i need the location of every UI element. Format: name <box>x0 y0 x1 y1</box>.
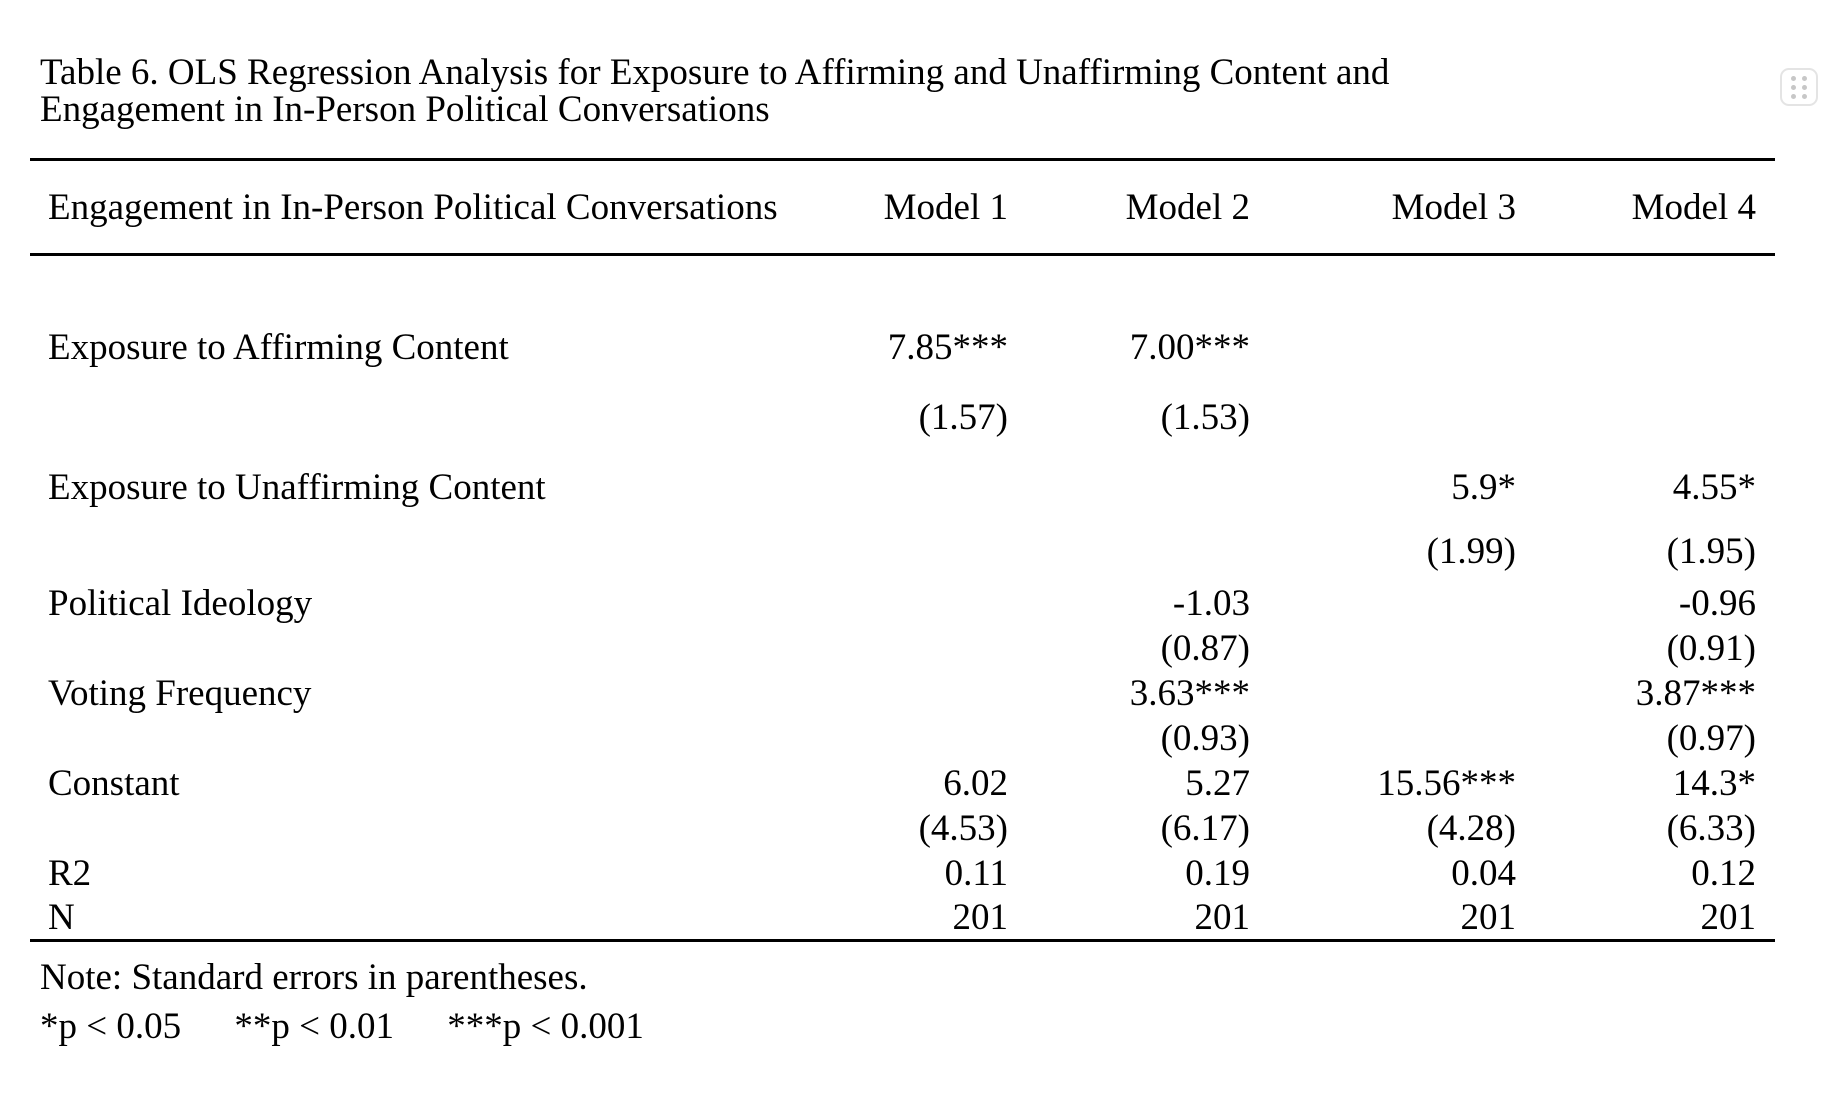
model-1-value <box>760 716 1008 761</box>
model-2-value: -1.03 <box>1172 582 1250 624</box>
sig-p-05: *p < 0.05 <box>40 1005 182 1047</box>
model-2-value: (0.87) <box>1160 627 1250 669</box>
table-body: Exposure to Affirming Content 7.85*** 7.… <box>30 255 1775 941</box>
model-2-value: 5.27 <box>1185 762 1250 804</box>
row-label <box>30 523 760 581</box>
model-3-value: 201 <box>1460 896 1517 938</box>
model-4-value: 3.87*** <box>1635 672 1756 714</box>
row-label: Exposure to Unaffirming Content <box>48 467 546 508</box>
table-row: N 201 201 201 201 <box>30 896 1775 941</box>
model-3-value <box>1250 716 1516 761</box>
model-4-value: 4.55* <box>1672 467 1756 508</box>
model-4-value: 14.3* <box>1672 762 1756 804</box>
model-4-value: -0.96 <box>1678 582 1756 624</box>
model-4-value: (0.97) <box>1666 717 1756 759</box>
model-1-value: 201 <box>952 896 1009 938</box>
model-3-value: (4.28) <box>1426 807 1516 849</box>
model-4-value <box>1516 313 1775 383</box>
model-3-value <box>1250 383 1516 453</box>
model-4-value: (6.33) <box>1666 807 1756 849</box>
model-4-value: 201 <box>1700 896 1757 938</box>
model-3-value: 5.9* <box>1451 467 1516 508</box>
model-3-value <box>1250 671 1516 716</box>
table-row: Voting Frequency 3.63*** 3.87*** <box>30 671 1775 716</box>
model-3-value <box>1250 626 1516 671</box>
row-label <box>30 383 760 453</box>
note-standard-errors: Note: Standard errors in parentheses. <box>40 957 588 998</box>
model-2-value <box>1008 523 1250 581</box>
model-2-header: Model 2 <box>1125 186 1250 228</box>
dot <box>1802 75 1807 81</box>
regression-table: Engagement in In-Person Political Conver… <box>30 158 1775 942</box>
model-3-header: Model 3 <box>1391 186 1516 228</box>
model-2-value: 3.63*** <box>1129 672 1250 714</box>
document-page: Table 6. OLS Regression Analysis for Exp… <box>0 54 1838 1102</box>
model-2-value: (0.93) <box>1160 717 1250 759</box>
table-row: (1.57) (1.53) <box>30 383 1775 453</box>
table-row: R2 0.11 0.19 0.04 0.12 <box>30 851 1775 896</box>
row-label: Constant <box>48 762 180 804</box>
table-row: Constant 6.02 5.27 15.56*** 14.3* <box>30 761 1775 806</box>
table-header: Engagement in In-Person Political Conver… <box>30 159 1775 255</box>
spacer-cell <box>30 255 1775 313</box>
model-2-value: 201 <box>1194 896 1251 938</box>
sig-p-01: **p < 0.01 <box>234 1005 394 1047</box>
model-1-value <box>760 626 1008 671</box>
significance-legend: *p < 0.05 **p < 0.01 ***p < 0.001 <box>40 1005 1838 1048</box>
six-dot-grid-icon <box>1791 75 1807 99</box>
sig-p-001: ***p < 0.001 <box>447 1005 644 1047</box>
dependent-variable-header: Engagement in In-Person Political Conver… <box>48 186 778 228</box>
model-3-value <box>1250 313 1516 383</box>
row-label: N <box>48 896 75 938</box>
drag-handle-button[interactable] <box>1780 68 1818 106</box>
dot <box>1791 93 1796 99</box>
header-row: Engagement in In-Person Political Conver… <box>30 159 1775 255</box>
model-2-value: 0.19 <box>1185 852 1250 894</box>
model-4-header: Model 4 <box>1631 186 1756 228</box>
row-label <box>30 806 760 851</box>
row-label: R2 <box>48 852 92 894</box>
spacer-row <box>30 255 1775 313</box>
model-4-value: (0.91) <box>1666 627 1756 669</box>
dot <box>1791 75 1796 81</box>
model-2-value: (6.17) <box>1160 807 1250 849</box>
table-row: (0.87) (0.91) <box>30 626 1775 671</box>
model-2-value: (1.53) <box>1160 397 1250 438</box>
model-1-value <box>760 453 1008 523</box>
row-label: Voting Frequency <box>48 672 312 714</box>
model-3-value <box>1250 581 1516 626</box>
table-row: (4.53) (6.17) (4.28) (6.33) <box>30 806 1775 851</box>
model-3-value: 0.04 <box>1451 852 1516 894</box>
dot <box>1802 93 1807 99</box>
model-1-value: 7.85*** <box>887 327 1008 368</box>
model-4-value <box>1516 383 1775 453</box>
model-3-value: (1.99) <box>1426 531 1516 572</box>
model-2-value <box>1008 453 1250 523</box>
row-label: Exposure to Affirming Content <box>48 327 509 368</box>
row-label <box>30 716 760 761</box>
model-1-header: Model 1 <box>883 186 1008 228</box>
model-1-value <box>760 523 1008 581</box>
model-1-value <box>760 581 1008 626</box>
row-label: Political Ideology <box>48 582 313 624</box>
model-1-value: 6.02 <box>943 762 1008 804</box>
table-caption: Table 6. OLS Regression Analysis for Exp… <box>40 52 1390 130</box>
model-1-value <box>760 671 1008 716</box>
table-row: Exposure to Unaffirming Content 5.9* 4.5… <box>30 453 1775 523</box>
model-1-value: 0.11 <box>944 852 1008 894</box>
row-label <box>30 626 760 671</box>
dot <box>1802 84 1807 90</box>
table-row: (0.93) (0.97) <box>30 716 1775 761</box>
table-row: Political Ideology -1.03 -0.96 <box>30 581 1775 626</box>
model-4-value: (1.95) <box>1666 531 1756 572</box>
table-row: (1.99) (1.95) <box>30 523 1775 581</box>
dot <box>1791 84 1796 90</box>
table-row: Exposure to Affirming Content 7.85*** 7.… <box>30 313 1775 383</box>
model-1-value: (4.53) <box>918 807 1008 849</box>
model-3-value: 15.56*** <box>1377 762 1516 804</box>
model-2-value: 7.00*** <box>1129 327 1250 368</box>
model-1-value: (1.57) <box>918 397 1008 438</box>
model-4-value: 0.12 <box>1691 852 1756 894</box>
